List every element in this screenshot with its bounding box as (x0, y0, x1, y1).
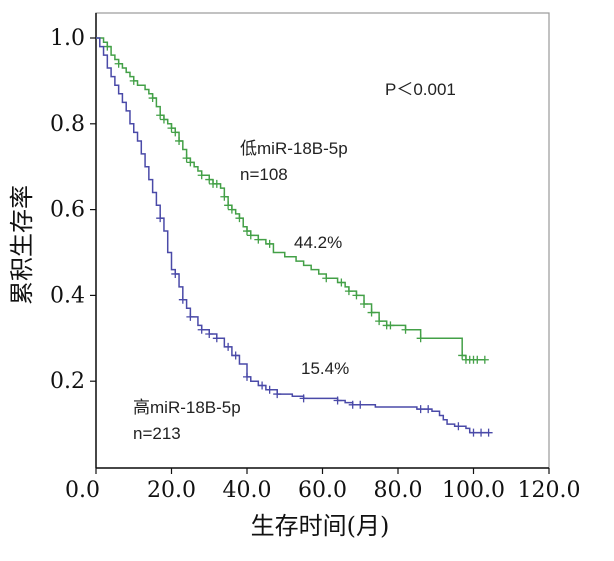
censor-mark (171, 128, 180, 137)
censor-mark (220, 192, 229, 201)
censor-mark (480, 355, 489, 364)
y-tick-label: 1.0 (50, 26, 85, 51)
censor-mark (243, 227, 251, 236)
censor-mark (243, 372, 251, 381)
axes: 0.0 20.0 40.0 60.0 80.0 100.0 120.0 0.2 0.4 0.6 0.… (50, 13, 580, 503)
survival-curve (96, 37, 489, 434)
censor-mark (473, 355, 482, 364)
y-tick-label: 0.4 (50, 283, 85, 308)
x-tick-label: 20.0 (147, 478, 196, 503)
censor-mark (348, 400, 357, 409)
censor-mark (159, 115, 168, 124)
censor-mark (416, 405, 425, 414)
annotation-layer: P＜0.001 低miR-18B-5p n=108 44.2% 15.4% 高m… (133, 80, 456, 443)
x-axis-title: 生存时间(月) (251, 512, 390, 540)
series-rate-low: 44.2% (294, 233, 342, 252)
censor-mark (235, 214, 244, 223)
y-axis-title: 累积生存率 (8, 185, 36, 305)
y-tick-label: 0.6 (50, 198, 85, 223)
censor-mark (322, 274, 331, 283)
censor-mark (175, 136, 184, 145)
censor-mark (299, 394, 308, 403)
series-layer (96, 37, 493, 437)
censor-mark (231, 351, 240, 360)
censor-mark (360, 299, 369, 308)
x-tick-label: 60.0 (298, 478, 347, 503)
censor-mark (477, 428, 486, 437)
censor-mark (171, 269, 180, 278)
censor-mark (254, 235, 263, 244)
censor-mark (484, 428, 493, 437)
series-n-low: n=108 (240, 165, 288, 184)
censor-mark (205, 175, 214, 184)
censor-mark (114, 59, 123, 68)
censor-mark (469, 428, 478, 437)
censor-mark (205, 330, 214, 339)
series-label-low: 低miR-18B-5p (240, 139, 348, 158)
censor-mark (386, 321, 395, 330)
censor-mark (156, 111, 165, 120)
censor-mark (352, 291, 361, 300)
censor-mark (212, 334, 221, 343)
censor-mark (178, 295, 187, 304)
series-label-high: 高miR-18B-5p (133, 398, 241, 417)
censor-mark (458, 351, 467, 360)
x-tick-label: 120.0 (518, 478, 581, 503)
censor-mark (273, 390, 282, 399)
x-tick-label: 100.0 (442, 478, 505, 503)
x-tick-label: 80.0 (374, 478, 423, 503)
censor-mark (258, 381, 267, 390)
censor-mark (265, 385, 274, 394)
censor-mark (156, 214, 165, 223)
censor-mark (227, 205, 236, 214)
censor-mark (197, 171, 206, 180)
censor-mark (186, 312, 195, 321)
censor-mark (424, 405, 433, 414)
censor-mark (337, 278, 346, 287)
censor-mark (148, 94, 157, 103)
censor-mark (454, 422, 463, 431)
censor-mark (367, 308, 376, 317)
censor-mark (375, 317, 384, 326)
censor-mark (344, 287, 353, 296)
series-n-high: n=213 (133, 424, 181, 443)
censor-mark (186, 158, 195, 167)
censor-mark (197, 325, 206, 334)
p-value-annotation: P＜0.001 (385, 80, 456, 99)
x-tick-label: 40.0 (223, 478, 272, 503)
y-tick-label: 0.2 (50, 369, 85, 394)
censor-mark (224, 342, 233, 351)
series-rate-high: 15.4% (301, 359, 349, 378)
censor-mark (103, 42, 112, 51)
censor-mark (416, 334, 425, 343)
series-high (96, 37, 493, 437)
censor-mark (224, 201, 233, 210)
censor-mark (182, 154, 191, 163)
censor-mark (265, 239, 274, 248)
censor-mark (333, 396, 342, 405)
censor-mark (356, 400, 365, 409)
censor-mark (246, 231, 255, 240)
censor-mark (401, 325, 410, 334)
censor-mark (129, 76, 138, 85)
x-tick-label: 0.0 (65, 478, 100, 503)
censor-mark (212, 179, 221, 188)
y-tick-label: 0.8 (50, 112, 85, 137)
censor-mark (167, 124, 176, 133)
series-low (96, 37, 489, 364)
